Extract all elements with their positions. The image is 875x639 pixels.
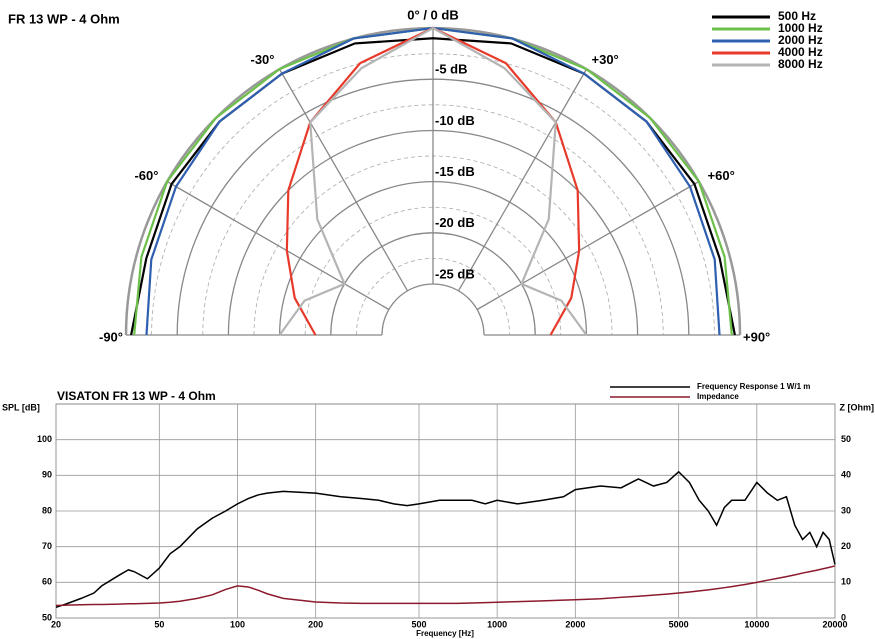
x-tick-label: 10000 xyxy=(744,619,769,629)
legend-label: 1000 Hz xyxy=(778,21,823,35)
y-tick-label: 90 xyxy=(42,470,52,480)
y2-tick-label: 0 xyxy=(841,612,846,622)
polar-line xyxy=(278,26,588,336)
spoke xyxy=(457,68,588,292)
polar-line xyxy=(130,37,736,336)
x-tick-label: 1000 xyxy=(487,619,507,629)
legend-label: Impedance xyxy=(697,392,739,401)
spoke xyxy=(278,68,409,292)
angle-label: 0° / 0 dB xyxy=(407,7,458,22)
line xyxy=(55,470,836,609)
angle-label: -30° xyxy=(251,52,275,67)
x-tick-label: 20 xyxy=(51,619,61,629)
legend-label: 500 Hz xyxy=(778,9,816,23)
y2-tick-label: 40 xyxy=(841,470,851,480)
legend-label: 8000 Hz xyxy=(778,57,823,71)
polar-title: FR 13 WP - 4 Ohm xyxy=(8,11,120,26)
ring xyxy=(381,283,485,336)
angle-label: +90° xyxy=(743,329,770,344)
x-tick-label: 50 xyxy=(154,619,164,629)
ring-label: -25 dB xyxy=(435,266,475,281)
angle-label: -90° xyxy=(99,329,123,344)
y-axis-label: SPL [dB] xyxy=(2,402,40,412)
angle-label: +30° xyxy=(592,52,619,67)
x-tick-label: 500 xyxy=(411,619,426,629)
spoke xyxy=(476,180,700,311)
y2-axis-label: Z [Ohm] xyxy=(840,402,875,412)
y-tick-label: 50 xyxy=(42,612,52,622)
y-tick-label: 70 xyxy=(42,541,52,551)
y2-tick-label: 30 xyxy=(841,505,851,515)
y2-tick-label: 10 xyxy=(841,577,851,587)
legend-label: 2000 Hz xyxy=(778,33,823,47)
y-tick-label: 60 xyxy=(42,577,52,587)
y-tick-label: 100 xyxy=(37,434,52,444)
y2-tick-label: 20 xyxy=(841,541,851,551)
angle-label: +60° xyxy=(708,168,735,183)
x-axis-label: Frequency [Hz] xyxy=(416,629,474,638)
legend-label: 4000 Hz xyxy=(778,45,823,59)
x-tick-label: 100 xyxy=(230,619,245,629)
x-tick-label: 2000 xyxy=(565,619,585,629)
angle-label: -60° xyxy=(134,168,158,183)
line xyxy=(55,565,836,607)
ring-label: -10 dB xyxy=(435,113,475,128)
x-tick-label: 20000 xyxy=(822,619,847,629)
x-tick-label: 200 xyxy=(308,619,323,629)
legend-label: Frequency Response 1 W/1 m xyxy=(697,382,810,391)
x-tick-label: 5000 xyxy=(669,619,689,629)
ring-label: -5 dB xyxy=(435,62,468,77)
y2-tick-label: 50 xyxy=(841,434,851,444)
ring-label: -15 dB xyxy=(435,164,475,179)
spoke xyxy=(166,180,390,311)
ring-label: -20 dB xyxy=(435,215,475,230)
y-tick-label: 80 xyxy=(42,505,52,515)
response-title: VISATON FR 13 WP - 4 Ohm xyxy=(57,389,216,403)
ring-minor xyxy=(202,104,664,336)
